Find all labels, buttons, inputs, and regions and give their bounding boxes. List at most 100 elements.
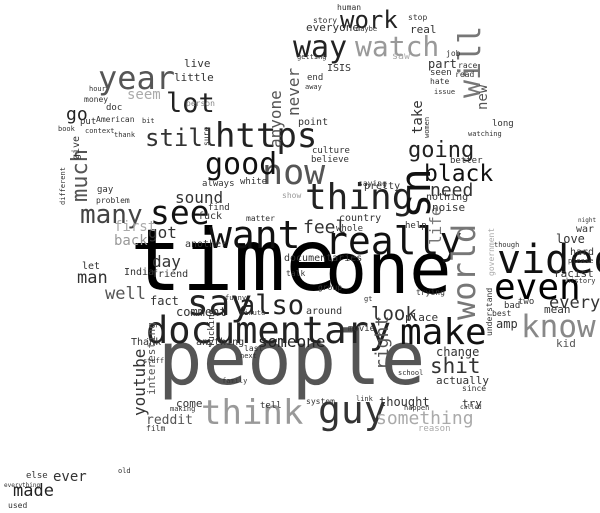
word-gay: gay	[97, 185, 114, 195]
word-feel: feel	[303, 217, 347, 238]
word-night: night	[578, 217, 597, 224]
word-need: need	[430, 180, 474, 201]
word-make: make	[400, 312, 487, 353]
word-american: American	[96, 115, 135, 124]
word-find: find	[208, 203, 230, 213]
word-made: made	[13, 481, 54, 501]
word-point: point	[298, 117, 329, 128]
word-two: two	[518, 297, 535, 307]
word-love: love	[556, 232, 585, 246]
word-everyone: everyone	[306, 21, 359, 34]
word-anything: anything	[196, 337, 245, 348]
word-end: end	[307, 73, 324, 83]
word-day: day	[152, 252, 181, 271]
word-called: called	[460, 404, 482, 411]
word-stop: stop	[408, 13, 428, 22]
word-movie: movie	[348, 324, 376, 334]
word-first: first	[114, 219, 157, 235]
word-now: now	[262, 153, 326, 193]
word-next: next	[240, 352, 257, 360]
word-watching: watching	[468, 130, 502, 138]
word-kid: kid	[556, 337, 576, 350]
word-anyone: anyone	[266, 90, 285, 148]
word-whole: whole	[336, 224, 364, 234]
word-trying: trying	[416, 288, 445, 297]
word-right: right	[372, 315, 393, 370]
word-believe: believe	[311, 155, 349, 165]
word-sound: sound	[175, 188, 224, 207]
word-change: change	[436, 345, 480, 359]
word-live: live	[184, 57, 211, 70]
word-tell: tell	[260, 401, 282, 411]
word-white: white	[240, 177, 268, 187]
word-look: look	[371, 303, 417, 325]
word-long: long	[492, 119, 514, 129]
word-talk: talk	[286, 269, 306, 278]
word-amp: amp	[496, 317, 518, 331]
word-women: women	[423, 116, 431, 138]
word-time: time	[130, 211, 338, 311]
word-government: government	[487, 227, 496, 276]
word-thank-cap: Thank	[131, 337, 162, 348]
word-reddit: reddit	[146, 413, 193, 428]
word-seem: seem	[127, 87, 161, 103]
word-even: even	[494, 267, 581, 308]
word-mean: mean	[544, 303, 571, 316]
word-thank: thank	[114, 131, 136, 139]
word-money: money	[84, 95, 109, 104]
word-country: country	[339, 213, 382, 224]
word-year: year	[98, 59, 176, 97]
word-best: best	[492, 309, 512, 318]
word-watch: watch	[355, 30, 440, 63]
word-matter: matter	[246, 214, 275, 223]
word-people: people	[158, 316, 426, 402]
word-issue: issue	[434, 88, 456, 96]
word-thing: thing	[305, 177, 414, 218]
word-lot: lot	[166, 88, 215, 119]
word-better: better	[450, 156, 483, 166]
word-bit: bit	[142, 117, 155, 125]
word-film: film	[146, 424, 166, 433]
word-used: used	[8, 501, 28, 510]
word-maybe: maybe	[356, 25, 378, 33]
word-hate: hate	[430, 77, 450, 86]
word-every: every	[549, 293, 600, 313]
word-bad: bad	[504, 301, 521, 311]
word-different: different	[59, 167, 67, 205]
word-real: real	[410, 23, 437, 36]
word-https: https	[215, 116, 318, 156]
word-minute: minute	[240, 309, 266, 317]
word-history: history	[566, 277, 596, 285]
word-come: come	[176, 397, 203, 410]
word-ever: ever	[53, 469, 87, 485]
word-racist: racist	[554, 267, 594, 280]
word-think: think	[201, 393, 304, 433]
word-world: world	[445, 223, 483, 320]
word-someone: someone	[258, 332, 326, 351]
word-problem: problem	[96, 196, 130, 205]
word-family: family	[222, 377, 248, 385]
word-though: though	[494, 241, 520, 249]
word-old: old	[118, 467, 131, 475]
word-many: many	[80, 200, 143, 230]
word-saying: saying	[358, 179, 387, 188]
word-little: little	[174, 71, 214, 84]
word-got: got	[148, 223, 177, 242]
word-say: say	[187, 283, 253, 324]
word-please: please	[568, 257, 594, 265]
word-friend: friend	[152, 269, 189, 280]
word-actually: actually	[436, 374, 489, 387]
word-doc: doc	[106, 103, 123, 113]
word-last: last	[244, 344, 264, 353]
word-new: new	[475, 84, 491, 110]
word-give: give	[71, 135, 82, 160]
word-away: away	[305, 83, 322, 91]
word-still: still	[145, 124, 218, 152]
word-video: video	[497, 237, 600, 283]
word-fact: fact	[150, 294, 179, 308]
word-human: human	[337, 3, 362, 12]
word-know: know	[521, 309, 596, 345]
word-man: man	[77, 268, 108, 288]
word-way: way	[293, 30, 348, 65]
